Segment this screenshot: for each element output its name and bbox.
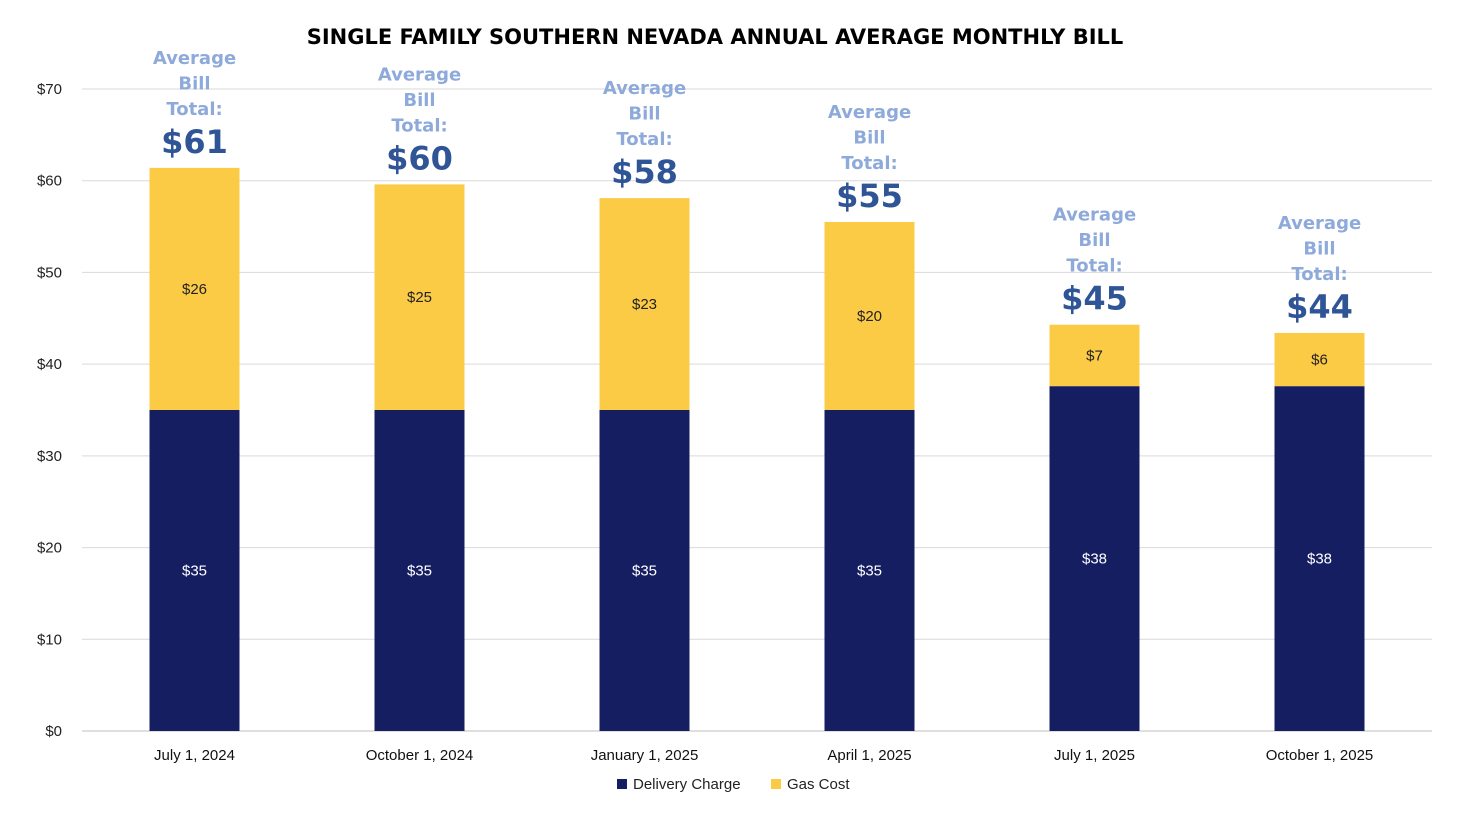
labels-layer: $35 $26 July 1, 2024 $61 Average Bill Total: $3…	[153, 48, 1373, 764]
legend-swatch	[771, 779, 781, 789]
data-label: $7	[1086, 347, 1103, 364]
x-tick-label: October 1, 2024	[366, 747, 474, 764]
bar-segment	[1274, 332, 1365, 387]
data-label: $26	[182, 281, 207, 298]
bill-total-caption: Total:	[616, 129, 672, 150]
bill-total-caption: Average	[828, 102, 911, 123]
legend-label: Delivery Charge	[633, 776, 741, 793]
bar-segment	[374, 410, 465, 731]
bill-total-value: $45	[1061, 280, 1128, 318]
data-label: $23	[632, 296, 657, 313]
bill-total-caption: Total:	[166, 99, 222, 120]
y-tick-label: $40	[37, 356, 62, 373]
bill-total-value: $58	[611, 153, 678, 191]
bill-total-value: $60	[386, 139, 453, 177]
bill-total-caption: Average	[153, 48, 236, 69]
bill-total-caption: Total:	[391, 115, 447, 136]
bill-total-caption: Total:	[1291, 264, 1347, 285]
bar-segment	[599, 410, 690, 731]
y-tick-label: $60	[37, 173, 62, 190]
x-tick-label: July 1, 2025	[1054, 747, 1135, 764]
bill-total-caption: Average	[1278, 213, 1361, 234]
legend: Delivery Charge Gas Cost	[617, 776, 850, 793]
data-label: $35	[182, 563, 207, 580]
data-label: $25	[407, 289, 432, 306]
legend-label: Gas Cost	[787, 776, 850, 793]
bill-total-caption: Average	[378, 64, 461, 85]
bar-segment	[824, 221, 915, 410]
x-tick-label: April 1, 2025	[827, 747, 911, 764]
grid-layer: $0 $10 $20 $30 $40 $50 $60 $70	[37, 81, 1432, 740]
bill-total-caption: Bill	[1303, 238, 1335, 259]
bill-total-value: $61	[161, 123, 228, 161]
bill-total-value: $44	[1286, 288, 1353, 326]
bill-total-caption: Bill	[178, 73, 210, 94]
data-label: $38	[1082, 551, 1107, 568]
bill-total-caption: Total:	[1066, 256, 1122, 277]
bar-segment	[1274, 386, 1365, 731]
bar-segment	[1049, 324, 1140, 387]
bar-segment	[824, 410, 915, 731]
bill-total-caption: Bill	[403, 90, 435, 111]
data-label: $38	[1307, 551, 1332, 568]
y-tick-label: $20	[37, 540, 62, 557]
data-label: $35	[857, 563, 882, 580]
bar-segment	[374, 184, 465, 410]
data-label: $20	[857, 308, 882, 325]
bars-layer	[149, 167, 1365, 731]
bar-segment	[1049, 386, 1140, 731]
bill-total-value: $55	[836, 177, 903, 215]
bill-total-caption: Total:	[841, 153, 897, 174]
x-tick-label: October 1, 2025	[1266, 747, 1374, 764]
data-label: $35	[632, 563, 657, 580]
bar-segment	[599, 198, 690, 410]
bill-total-caption: Bill	[853, 127, 885, 148]
y-tick-label: $50	[37, 264, 62, 281]
y-tick-label: $0	[45, 723, 62, 740]
data-label: $35	[407, 563, 432, 580]
bill-total-caption: Bill	[628, 104, 660, 125]
y-tick-label: $70	[37, 81, 62, 98]
bill-total-caption: Average	[1053, 205, 1136, 226]
data-label: $6	[1311, 352, 1328, 369]
x-tick-label: July 1, 2024	[154, 747, 235, 764]
legend-swatch	[617, 779, 627, 789]
bar-segment	[149, 167, 240, 410]
y-tick-label: $30	[37, 448, 62, 465]
bar-segment	[149, 410, 240, 731]
chart-title: SINGLE FAMILY SOUTHERN NEVADA ANNUAL AVE…	[307, 25, 1124, 49]
x-tick-label: January 1, 2025	[591, 747, 699, 764]
y-tick-label: $10	[37, 631, 62, 648]
bill-total-caption: Bill	[1078, 230, 1110, 251]
bill-total-caption: Average	[603, 78, 686, 99]
